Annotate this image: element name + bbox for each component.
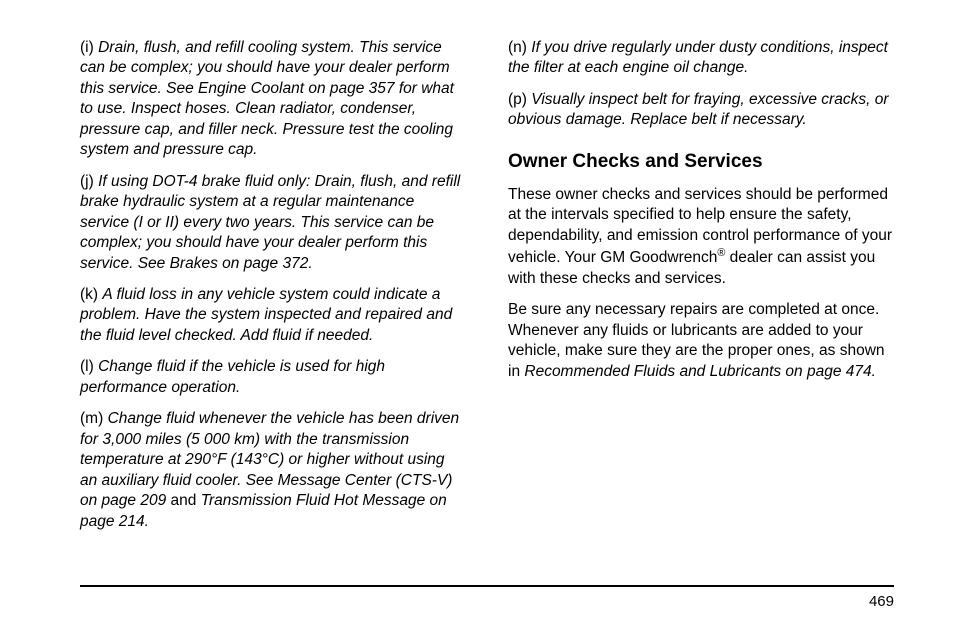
owner-para-2b: Recommended Fluids and Lubricants on pag… xyxy=(524,363,876,380)
page-number: 469 xyxy=(80,593,894,610)
note-n-label: (n) xyxy=(508,39,527,56)
note-j-label: (j) xyxy=(80,173,94,190)
note-j-text: If using DOT-4 brake fluid only: Drain, … xyxy=(80,173,460,272)
note-p: (p) Visually inspect belt for fraying, e… xyxy=(508,90,894,131)
note-l: (l) Change fluid if the vehicle is used … xyxy=(80,357,466,398)
owner-para-2: Be sure any necessary repairs are comple… xyxy=(508,300,894,382)
note-m: (m) Change fluid whenever the vehicle ha… xyxy=(80,409,466,532)
right-column: (n) If you drive regularly under dusty c… xyxy=(508,38,894,543)
page-footer: 469 xyxy=(80,585,894,610)
note-i: (i) Drain, flush, and refill cooling sys… xyxy=(80,38,466,161)
section-heading: Owner Checks and Services xyxy=(508,151,894,173)
note-n: (n) If you drive regularly under dusty c… xyxy=(508,38,894,79)
note-k: (k) A fluid loss in any vehicle system c… xyxy=(80,285,466,346)
note-l-label: (l) xyxy=(80,358,94,375)
note-k-text: A fluid loss in any vehicle system could… xyxy=(80,286,452,344)
footer-rule xyxy=(80,585,894,587)
note-p-label: (p) xyxy=(508,91,527,108)
note-k-label: (k) xyxy=(80,286,98,303)
owner-para-1: These owner checks and services should b… xyxy=(508,185,894,289)
note-i-text: Drain, flush, and refill cooling system.… xyxy=(80,39,454,158)
page-columns: (i) Drain, flush, and refill cooling sys… xyxy=(80,38,894,543)
note-m-label: (m) xyxy=(80,410,103,427)
left-column: (i) Drain, flush, and refill cooling sys… xyxy=(80,38,466,543)
note-p-text: Visually inspect belt for fraying, exces… xyxy=(508,91,889,128)
note-i-label: (i) xyxy=(80,39,94,56)
note-m-and: and xyxy=(166,492,200,509)
note-n-text: If you drive regularly under dusty condi… xyxy=(508,39,888,76)
note-l-text: Change fluid if the vehicle is used for … xyxy=(80,358,385,395)
note-j: (j) If using DOT-4 brake fluid only: Dra… xyxy=(80,172,466,274)
